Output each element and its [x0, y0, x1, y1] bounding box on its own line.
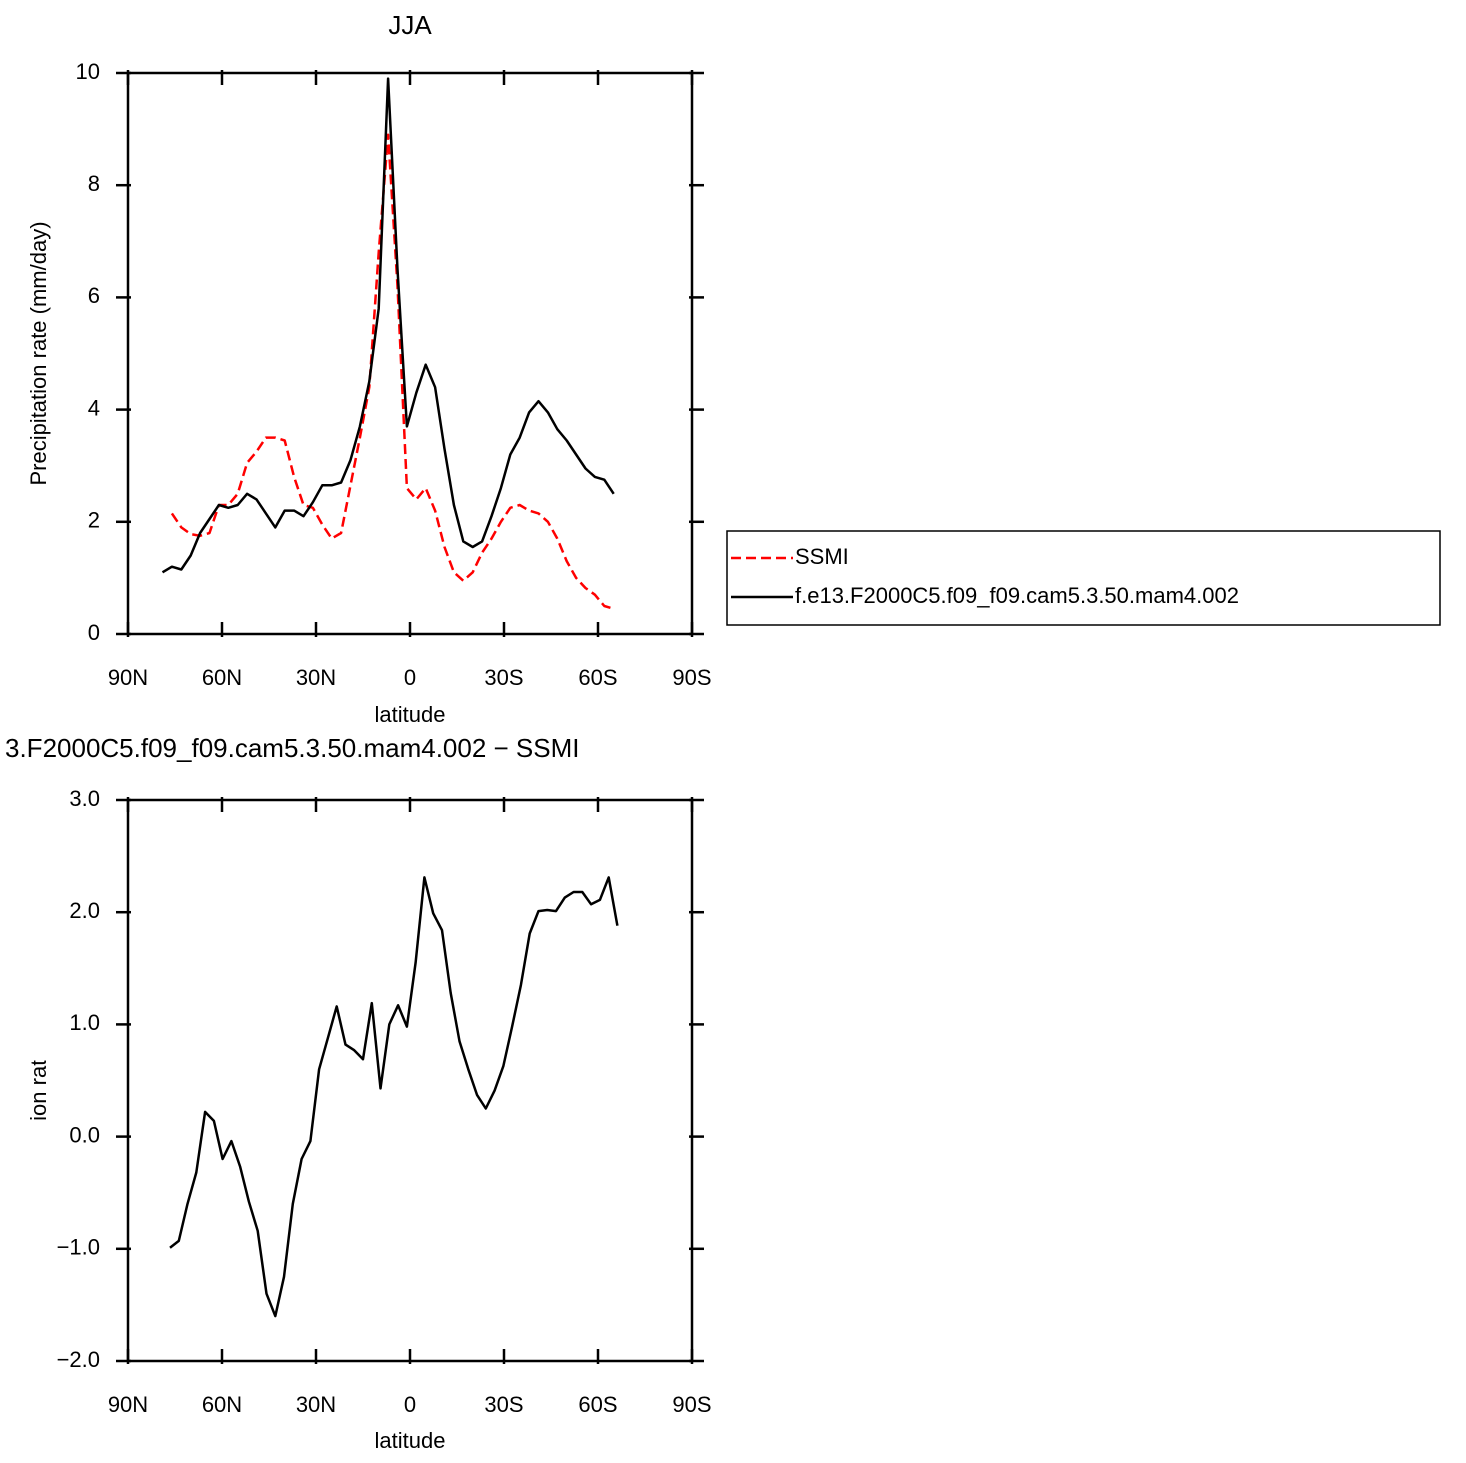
y-tick-label: 1.0 — [69, 1010, 100, 1035]
y-tick-label: 10 — [76, 59, 100, 84]
y-tick-label: 8 — [88, 171, 100, 196]
y-tick-label: 3.0 — [69, 786, 100, 811]
x-axis-label: latitude — [375, 1428, 446, 1453]
series-line — [169, 876, 619, 1318]
x-tick-label: 0 — [404, 665, 416, 690]
x-tick-label: 90N — [108, 1392, 148, 1417]
plot-frame — [126, 71, 694, 636]
chart-title: JJA — [388, 10, 432, 40]
x-tick-label: 90S — [672, 665, 711, 690]
x-tick-label: 60N — [202, 665, 242, 690]
y-tick-label: −1.0 — [57, 1235, 100, 1260]
x-tick-label: 90N — [108, 665, 148, 690]
x-tick-label: 90S — [672, 1392, 711, 1417]
x-tick-label: 30N — [296, 1392, 336, 1417]
x-tick-label: 60S — [578, 1392, 617, 1417]
legend-box — [726, 530, 1441, 626]
series-line — [170, 133, 615, 610]
x-tick-label: 30S — [484, 665, 523, 690]
x-tick-label: 0 — [404, 1392, 416, 1417]
y-tick-label: 2 — [88, 508, 100, 533]
y-tick-label: 0 — [88, 620, 100, 645]
y-tick-label: 4 — [88, 395, 100, 420]
y-tick-label: −2.0 — [57, 1347, 100, 1372]
y-tick-label: 2.0 — [69, 898, 100, 923]
y-tick-label: 0.0 — [69, 1122, 100, 1147]
x-tick-label: 30N — [296, 665, 336, 690]
x-axis-label: latitude — [375, 702, 446, 727]
series-line — [161, 77, 615, 574]
y-axis-label: Precipitation rate (mm/day) — [26, 221, 51, 485]
x-tick-label: 60S — [578, 665, 617, 690]
x-tick-label: 60N — [202, 1392, 242, 1417]
x-tick-label: 30S — [484, 1392, 523, 1417]
legend-label: f.e13.F2000C5.f09_f09.cam5.3.50.mam4.002 — [795, 583, 1239, 608]
legend-label: SSMI — [795, 544, 849, 569]
y-axis-label: Precipitation rate (mm/day) — [26, 948, 51, 1212]
y-tick-label: 6 — [88, 283, 100, 308]
chart-title: 3.F2000C5.f09_f09.cam5.3.50.mam4.002 − S… — [5, 733, 580, 763]
